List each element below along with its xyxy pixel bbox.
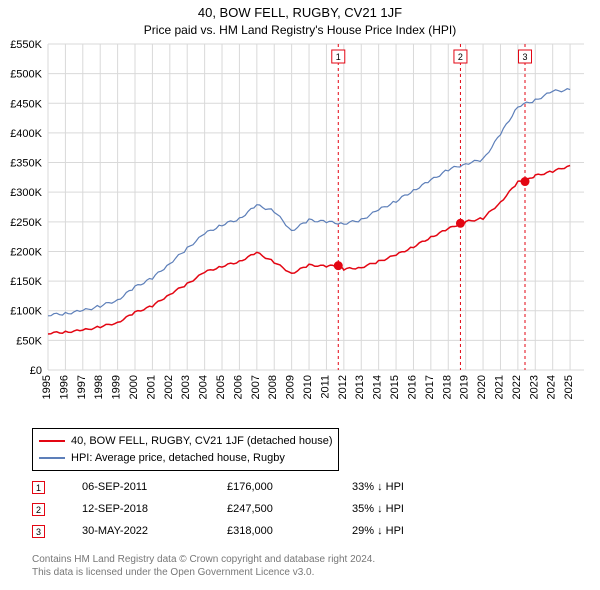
sale-row: 1 06-SEP-2011 £176,000 33% ↓ HPI bbox=[32, 478, 462, 500]
svg-text:2021: 2021 bbox=[493, 375, 505, 399]
sale-row: 2 12-SEP-2018 £247,500 35% ↓ HPI bbox=[32, 500, 462, 522]
sales-table: 1 06-SEP-2011 £176,000 33% ↓ HPI 2 12-SEP-201… bbox=[32, 478, 462, 544]
legend-swatch bbox=[39, 440, 65, 442]
svg-text:2002: 2002 bbox=[163, 375, 175, 399]
svg-text:£550K: £550K bbox=[10, 39, 42, 51]
svg-text:2022: 2022 bbox=[511, 375, 523, 399]
svg-text:2005: 2005 bbox=[215, 375, 227, 399]
svg-text:2016: 2016 bbox=[406, 375, 418, 399]
sale-marker: 2 bbox=[32, 503, 45, 516]
sale-diff: 35% ↓ HPI bbox=[352, 503, 404, 515]
sale-price: £318,000 bbox=[227, 525, 273, 537]
svg-text:1: 1 bbox=[336, 52, 341, 62]
svg-text:£150K: £150K bbox=[10, 276, 42, 288]
svg-text:£100K: £100K bbox=[10, 306, 42, 318]
svg-text:2007: 2007 bbox=[250, 375, 262, 399]
sale-price: £176,000 bbox=[227, 481, 273, 493]
svg-text:1995: 1995 bbox=[41, 375, 53, 399]
legend-label: HPI: Average price, detached house, Rugb… bbox=[71, 452, 285, 464]
svg-text:£200K: £200K bbox=[10, 246, 42, 258]
svg-text:£350K: £350K bbox=[10, 158, 42, 170]
sale-diff: 29% ↓ HPI bbox=[352, 525, 404, 537]
sale-date: 12-SEP-2018 bbox=[82, 503, 148, 515]
svg-text:2009: 2009 bbox=[285, 375, 297, 399]
svg-text:1996: 1996 bbox=[58, 375, 70, 399]
svg-text:2006: 2006 bbox=[232, 375, 244, 399]
svg-text:2012: 2012 bbox=[337, 375, 349, 399]
sale-diff: 33% ↓ HPI bbox=[352, 481, 404, 493]
svg-text:2017: 2017 bbox=[424, 375, 436, 399]
svg-text:£300K: £300K bbox=[10, 187, 42, 199]
svg-text:2: 2 bbox=[458, 52, 463, 62]
price-chart: £0£50K£100K£150K£200K£250K£300K£350K£400… bbox=[0, 0, 600, 420]
footer-attribution: Contains HM Land Registry data © Crown c… bbox=[32, 553, 375, 579]
svg-text:2019: 2019 bbox=[459, 375, 471, 399]
svg-text:2013: 2013 bbox=[354, 375, 366, 399]
svg-text:2008: 2008 bbox=[267, 375, 279, 399]
svg-text:2024: 2024 bbox=[546, 375, 558, 399]
sale-date: 30-MAY-2022 bbox=[82, 525, 148, 537]
svg-text:2000: 2000 bbox=[128, 375, 140, 399]
footer-line1: Contains HM Land Registry data © Crown c… bbox=[32, 553, 375, 566]
legend-item: HPI: Average price, detached house, Rugb… bbox=[39, 450, 332, 467]
svg-text:2004: 2004 bbox=[198, 375, 210, 399]
svg-text:2003: 2003 bbox=[180, 375, 192, 399]
svg-text:1999: 1999 bbox=[111, 375, 123, 399]
svg-text:£500K: £500K bbox=[10, 69, 42, 81]
sale-marker: 3 bbox=[32, 525, 45, 538]
svg-text:2020: 2020 bbox=[476, 375, 488, 399]
sale-row: 3 30-MAY-2022 £318,000 29% ↓ HPI bbox=[32, 522, 462, 544]
svg-text:2015: 2015 bbox=[389, 375, 401, 399]
svg-text:2023: 2023 bbox=[528, 375, 540, 399]
svg-text:2011: 2011 bbox=[319, 375, 331, 399]
svg-text:£250K: £250K bbox=[10, 217, 42, 229]
sale-marker: 1 bbox=[32, 481, 45, 494]
svg-text:2018: 2018 bbox=[441, 375, 453, 399]
legend-swatch bbox=[39, 457, 65, 459]
svg-text:3: 3 bbox=[522, 52, 527, 62]
svg-text:£50K: £50K bbox=[16, 335, 42, 347]
sale-price: £247,500 bbox=[227, 503, 273, 515]
svg-text:1998: 1998 bbox=[93, 375, 105, 399]
svg-text:2025: 2025 bbox=[563, 375, 575, 399]
svg-text:2014: 2014 bbox=[372, 375, 384, 399]
legend-item: 40, BOW FELL, RUGBY, CV21 1JF (detached … bbox=[39, 433, 332, 450]
svg-text:£400K: £400K bbox=[10, 128, 42, 140]
svg-text:£450K: £450K bbox=[10, 98, 42, 110]
svg-text:2010: 2010 bbox=[302, 375, 314, 399]
svg-text:2001: 2001 bbox=[145, 375, 157, 399]
legend-label: 40, BOW FELL, RUGBY, CV21 1JF (detached … bbox=[71, 435, 332, 447]
svg-text:1997: 1997 bbox=[76, 375, 88, 399]
footer-line2: This data is licensed under the Open Gov… bbox=[32, 566, 375, 579]
legend: 40, BOW FELL, RUGBY, CV21 1JF (detached … bbox=[32, 428, 339, 471]
sale-date: 06-SEP-2011 bbox=[82, 481, 147, 493]
